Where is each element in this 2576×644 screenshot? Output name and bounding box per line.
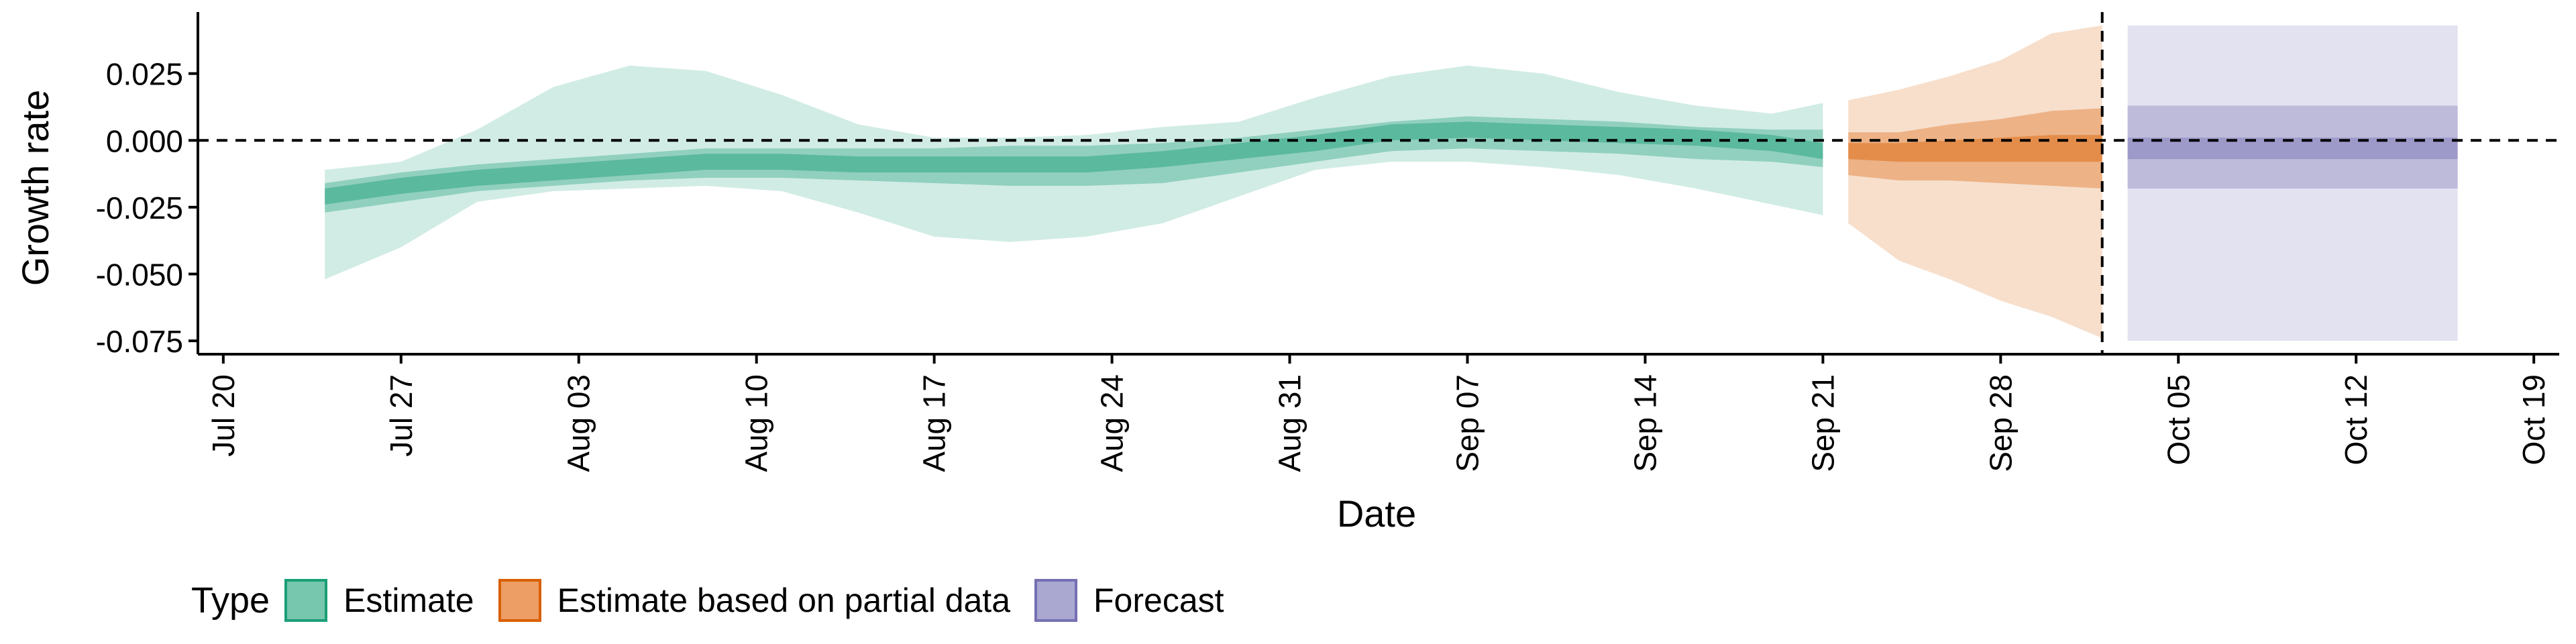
legend-label-partial: Estimate based on partial data: [557, 582, 1011, 619]
ribbon-0-90: [325, 65, 1823, 280]
y-axis-title: Growth rate: [14, 90, 56, 286]
x-tick-label: Jul 20: [206, 374, 241, 457]
legend-swatch-estimate: [284, 579, 328, 622]
x-tick-label: Aug 31: [1273, 374, 1307, 472]
ribbon-2-20: [2127, 138, 2458, 160]
x-tick-label: Oct 12: [2339, 374, 2373, 466]
ribbon-layer: [325, 25, 2458, 341]
x-tick-label: Sep 14: [1627, 374, 1662, 472]
legend-swatch-partial: [498, 579, 541, 622]
ribbon-0-50: [325, 116, 1823, 213]
x-tick-label: Sep 07: [1450, 374, 1485, 472]
ribbon-0-20: [325, 121, 1823, 205]
legend-label-forecast: Forecast: [1093, 582, 1224, 619]
x-tick-label: Oct 05: [2161, 374, 2196, 466]
x-tick-label: Aug 03: [561, 374, 596, 472]
ribbon-1-90: [1848, 25, 2102, 339]
x-tick-label: Sep 21: [1805, 374, 1840, 472]
y-tick-label: -0.025: [96, 191, 183, 225]
x-tick-label: Aug 10: [739, 374, 774, 472]
y-tick-label: -0.075: [96, 324, 183, 359]
ribbon-2-50: [2127, 105, 2458, 189]
legend-label-estimate: Estimate: [343, 582, 474, 619]
x-tick-label: Aug 17: [917, 374, 952, 472]
growth-rate-chart: 0.025 0.000 -0.025 -0.050 -0.075 Jul 20 Jul 27…: [14, 12, 2559, 535]
legend: Type Estimate Estimate based on partial …: [191, 577, 1248, 624]
y-tick-label: 0.000: [106, 123, 183, 158]
legend-swatch-forecast: [1034, 579, 1078, 622]
y-tick-label: 0.025: [106, 57, 183, 92]
x-tick-label: Aug 24: [1095, 374, 1130, 472]
reference-lines: [198, 12, 2559, 354]
x-tick-label: Sep 28: [1983, 374, 2018, 472]
x-axis-title: Date: [1337, 492, 1416, 535]
legend-title: Type: [191, 580, 270, 621]
y-tick-label: -0.050: [96, 257, 183, 292]
ribbon-2-90: [2127, 25, 2458, 341]
axes-layer: 0.025 0.000 -0.025 -0.050 -0.075 Jul 20 Jul 27…: [96, 12, 2559, 472]
ribbon-1-50: [1848, 108, 2102, 189]
x-tick-label: Jul 27: [384, 374, 419, 457]
x-tick-label: Oct 19: [2516, 374, 2551, 466]
